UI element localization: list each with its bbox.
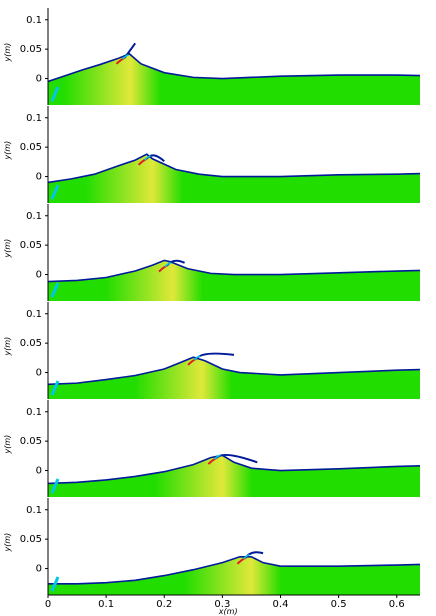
inflow-jet	[50, 576, 60, 592]
free-surface	[48, 259, 420, 283]
y-tick-label: 0.05	[20, 142, 42, 153]
water-body	[48, 556, 420, 595]
y-tick-label: 0.1	[26, 15, 42, 26]
wave-panels: 0.10.050y(m)0.10.050y(m)0.10.050y(m)0.10…	[3, 8, 420, 595]
inflow-jet	[50, 184, 60, 200]
splash-cyan	[242, 554, 250, 560]
water-body	[48, 357, 420, 399]
y-tick-label: 0.05	[20, 534, 42, 545]
inflow-jet	[50, 478, 60, 494]
panel-4: 0.1 0.05 0 y(m)	[3, 302, 420, 399]
free-surface	[48, 356, 420, 386]
y-tick-label: 0.05	[20, 436, 42, 447]
inflow-jet	[50, 282, 60, 298]
y-tick-label: 0.1	[26, 407, 42, 418]
panel-1: 0.1 0.05 0 y(m)	[3, 8, 420, 105]
y-tick-label: 0	[36, 368, 42, 379]
y-tick-label: 0	[36, 270, 42, 281]
y-axis-title: y(m)	[3, 141, 12, 161]
panel-5: 0.1 0.05 0 y(m)	[3, 400, 420, 497]
water-body	[48, 154, 420, 203]
x-tick-label: 0.1	[98, 599, 114, 610]
y-axis-title: y(m)	[3, 239, 12, 259]
y-tick-label: 0.1	[26, 309, 42, 320]
y-axis-title: y(m)	[3, 43, 12, 63]
y-tick-label: 0.1	[26, 113, 42, 124]
y-tick-label: 0.05	[20, 240, 42, 251]
splash-cyan	[164, 261, 172, 268]
inflow-jet	[50, 86, 60, 102]
x-tick-label: 0.4	[273, 599, 289, 610]
y-tick-label: 0	[36, 172, 42, 183]
y-tick-label: 0.05	[20, 338, 42, 349]
water-body	[48, 455, 420, 497]
y-axis-title: y(m)	[3, 337, 12, 357]
y-tick-label: 0.05	[20, 44, 42, 55]
y-axis-title: y(m)	[3, 533, 12, 553]
x-axis: 0 0.1 0.2 0.3 0.4 0.5 0.6 x(m)	[45, 594, 420, 616]
y-axis-title: y(m)	[3, 435, 12, 455]
water-body	[48, 260, 420, 301]
breaking-crest	[195, 352, 235, 360]
y-tick-label: 0.1	[26, 211, 42, 222]
free-surface	[48, 555, 420, 585]
x-tick-label: 0.6	[389, 599, 405, 610]
panel-3: 0.1 0.05 0 y(m)	[3, 204, 420, 301]
free-surface	[48, 153, 420, 184]
inflow-jet	[50, 380, 60, 396]
x-tick-label: 0	[45, 599, 51, 610]
y-tick-label: 0.1	[26, 505, 42, 516]
x-tick-label: 0.3	[214, 599, 230, 610]
free-surface	[48, 52, 420, 83]
panel-6: 0.1 0.05 0 y(m)	[3, 498, 420, 595]
splash-cyan	[122, 54, 129, 60]
y-tick-label: 0	[36, 564, 42, 575]
panel-2: 0.1 0.05 0 y(m)	[3, 106, 420, 203]
splash-cyan	[193, 355, 201, 361]
water-body	[48, 53, 420, 105]
x-axis-title: x(m)	[218, 607, 238, 616]
splash-cyan	[144, 155, 151, 161]
x-tick-label: 0.5	[331, 599, 347, 610]
y-tick-label: 0	[36, 466, 42, 477]
y-tick-label: 0	[36, 74, 42, 85]
splash-cyan	[213, 454, 221, 460]
x-tick-label: 0.2	[156, 599, 172, 610]
